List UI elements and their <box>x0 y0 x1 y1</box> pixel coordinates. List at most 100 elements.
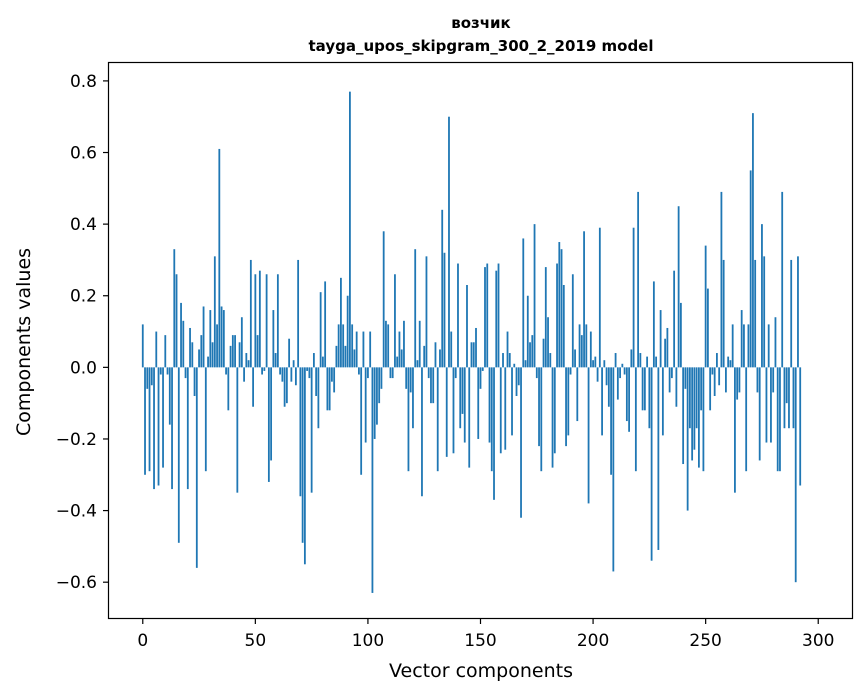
bar <box>207 356 209 368</box>
bar <box>400 349 403 368</box>
bar <box>574 349 576 368</box>
bar <box>213 256 216 368</box>
bar <box>641 367 644 411</box>
bar <box>367 367 369 379</box>
bar <box>495 270 498 368</box>
bar <box>587 367 590 504</box>
bar <box>427 367 430 379</box>
bar <box>454 367 457 379</box>
bar <box>337 324 340 368</box>
bar <box>625 367 628 422</box>
bar <box>486 263 489 368</box>
bar <box>749 170 752 368</box>
bar <box>601 367 603 436</box>
bar <box>162 367 164 468</box>
bar <box>432 367 435 404</box>
bar <box>479 367 482 389</box>
bar <box>220 306 223 368</box>
bar <box>767 324 770 368</box>
bar <box>758 367 761 461</box>
bar <box>752 113 754 368</box>
bar <box>225 367 227 375</box>
bar <box>783 367 786 429</box>
bar <box>141 324 144 368</box>
bar <box>157 367 160 486</box>
bar <box>621 363 624 368</box>
bar <box>202 306 205 368</box>
bar <box>209 310 212 368</box>
bar <box>407 367 410 472</box>
bar <box>315 367 318 396</box>
bar <box>682 367 685 465</box>
bar <box>497 263 500 368</box>
bar <box>470 342 473 368</box>
bar <box>362 331 365 368</box>
bar <box>175 274 178 368</box>
bar <box>725 367 727 393</box>
bar <box>506 331 509 368</box>
bar <box>148 367 151 472</box>
x-axis-ticks: 0 50 100 150 200 250 300 <box>137 618 834 651</box>
bar <box>306 367 309 371</box>
y-tick-label: 0.4 <box>70 215 97 235</box>
y-axis-ticks: −0.6 −0.4 −0.2 0.0 0.2 0.4 0.6 0.8 <box>56 72 109 593</box>
bar <box>488 367 491 443</box>
bar <box>423 345 426 368</box>
bar <box>684 367 687 389</box>
chart-title: возчик <box>451 14 511 32</box>
bar <box>535 367 538 379</box>
bar <box>558 242 561 368</box>
bar <box>544 267 547 368</box>
bar <box>610 367 612 475</box>
bar <box>434 342 437 368</box>
bar <box>439 349 441 368</box>
bar <box>204 367 207 472</box>
bar <box>443 252 446 368</box>
bar <box>774 317 777 368</box>
bar <box>716 353 718 368</box>
bar <box>499 367 502 454</box>
bar <box>294 367 297 386</box>
bar <box>254 274 257 368</box>
bar <box>666 327 669 368</box>
bar <box>238 342 241 368</box>
bar <box>387 324 390 368</box>
bar <box>466 285 468 368</box>
bar <box>218 148 221 368</box>
bar <box>650 367 653 561</box>
bar <box>794 367 797 583</box>
bar <box>261 367 263 375</box>
bar <box>234 335 236 368</box>
bar <box>790 259 793 368</box>
bar <box>596 367 599 382</box>
bar <box>189 327 191 368</box>
bar <box>580 335 583 368</box>
bar <box>504 367 507 450</box>
bar <box>614 353 617 368</box>
bar <box>695 367 698 429</box>
bar <box>195 367 198 568</box>
bar <box>718 367 721 386</box>
bar <box>475 327 477 368</box>
bar <box>562 285 565 368</box>
bar <box>376 367 378 425</box>
bar <box>292 360 295 368</box>
bar <box>186 367 189 490</box>
bar <box>707 288 709 368</box>
bar <box>299 367 302 497</box>
bar <box>736 367 739 400</box>
bar <box>369 331 372 368</box>
bar <box>776 367 779 472</box>
bar <box>303 367 306 565</box>
bar <box>612 367 615 572</box>
bar <box>468 367 471 468</box>
bar <box>747 324 750 368</box>
bar <box>418 320 421 368</box>
bar <box>569 367 572 375</box>
bar <box>256 335 259 368</box>
bar <box>144 367 146 475</box>
bar <box>477 367 480 439</box>
bar <box>166 367 169 375</box>
bar <box>508 353 511 368</box>
